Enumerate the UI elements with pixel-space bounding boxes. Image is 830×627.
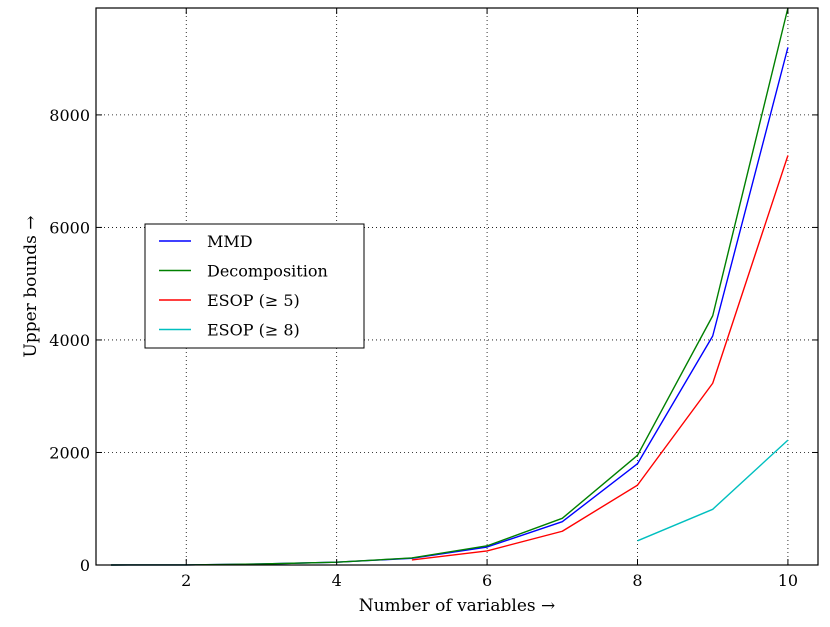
x-axis-label: Number of variables → [359,596,556,616]
series-line-esop-5 [411,155,789,561]
y-tick-labels: 0 2000 4000 6000 8000 [49,106,90,575]
legend-box [144,223,365,349]
legend: MMD Decomposition ESOP (≥ 5) ESOP (≥ 8) [144,223,365,349]
series-line-esop-8 [637,439,789,542]
x-tick-label: 6 [482,571,492,590]
y-tick-label: 2000 [49,443,90,462]
legend-entry: ESOP (≥ 5) [207,291,300,310]
legend-entry: MMD [207,232,253,251]
y-axis-label: Upper bounds → [21,216,41,358]
y-tick-label: 0 [80,556,90,575]
y-tick-label: 4000 [49,331,90,350]
axis-ticks [96,8,818,566]
x-tick-label: 10 [778,571,798,590]
x-tick-label: 2 [181,571,191,590]
y-tick-label: 6000 [49,218,90,237]
x-tick-labels: 2 4 6 8 10 [181,571,798,590]
x-tick-label: 8 [632,571,642,590]
x-tick-label: 4 [332,571,342,590]
legend-entry: Decomposition [207,262,328,281]
y-tick-label: 8000 [49,106,90,125]
legend-entry: ESOP (≥ 8) [207,321,300,340]
plot-frame [95,7,819,566]
